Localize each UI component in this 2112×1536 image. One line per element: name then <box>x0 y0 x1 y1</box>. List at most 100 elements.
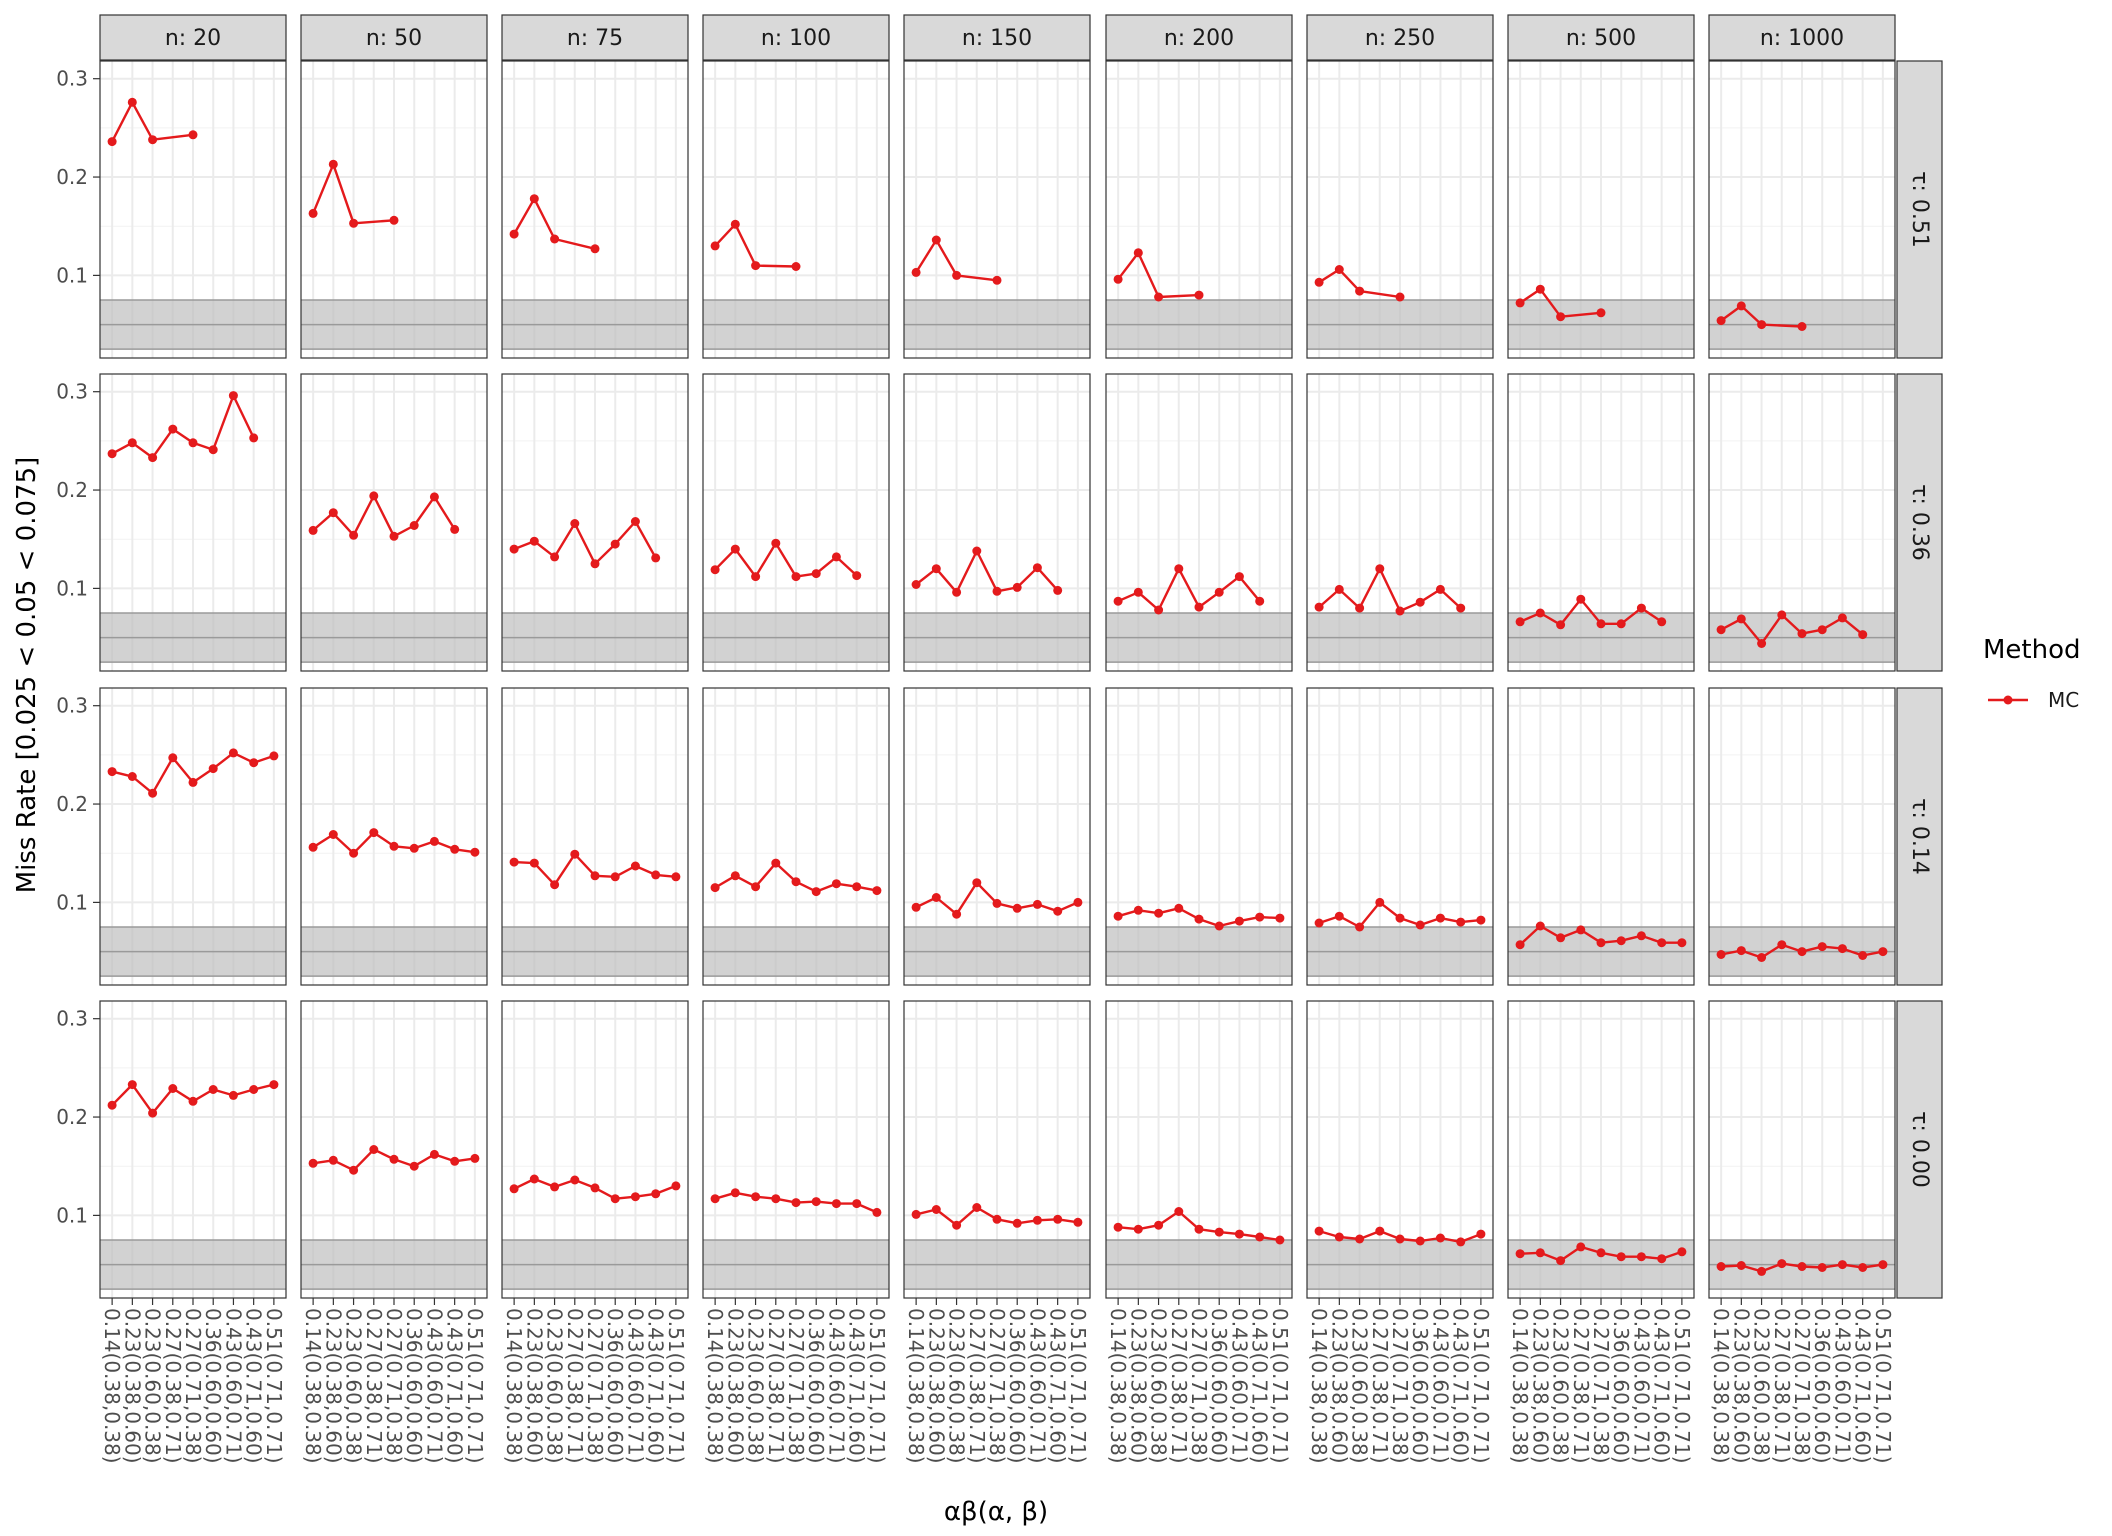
data-point <box>831 552 841 562</box>
data-point <box>730 1188 740 1198</box>
data-point <box>1133 248 1143 258</box>
data-point <box>148 135 158 145</box>
x-tick-label: 0.27(0.38,0.71) <box>1569 1308 1593 1464</box>
x-tick-label: 0.27(0.71,0.38) <box>382 1308 406 1464</box>
x-tick-label: 0.51(0.71,0.71) <box>1469 1308 1493 1464</box>
panel-border <box>903 687 1091 986</box>
x-tick-label: 0.27(0.38,0.71) <box>764 1308 788 1464</box>
data-point <box>509 857 519 867</box>
x-tick-label: 0.23(0.38,0.60) <box>522 1308 546 1464</box>
column-strip-label: n: 50 <box>366 26 422 51</box>
x-tick-label: 0.36(0.60,0.60) <box>1810 1308 1834 1464</box>
data-point <box>107 137 117 147</box>
data-point <box>1556 1256 1566 1266</box>
x-tick-label: 0.14(0.38,0.38) <box>1709 1308 1733 1464</box>
data-point <box>1657 617 1667 627</box>
data-point <box>509 229 519 239</box>
x-tick-label: 0.27(0.38,0.71) <box>1167 1308 1191 1464</box>
panel-border <box>300 687 488 986</box>
series-line-mc <box>312 494 456 538</box>
x-tick-label: 0.23(0.60,0.38) <box>141 1308 165 1464</box>
data-point <box>1535 608 1545 618</box>
series-line-mc <box>513 197 596 250</box>
x-tick-label: 0.43(0.60,0.71) <box>824 1308 848 1464</box>
x-tick-label: 0.36(0.60,0.60) <box>1408 1308 1432 1464</box>
data-point <box>389 215 399 225</box>
data-point <box>168 424 178 434</box>
series-line-mc <box>915 549 1059 594</box>
x-tick-label: 0.27(0.71,0.38) <box>1187 1308 1211 1464</box>
data-point <box>1012 903 1022 913</box>
data-point <box>952 909 962 919</box>
data-point <box>228 1090 238 1100</box>
x-tick-label: 0.43(0.60,0.71) <box>1830 1308 1854 1464</box>
data-point <box>1032 563 1042 573</box>
x-tick-label: 0.27(0.71,0.38) <box>1388 1308 1412 1464</box>
data-point <box>1677 1247 1687 1257</box>
x-tick-label: 0.27(0.71,0.38) <box>1589 1308 1613 1464</box>
data-point <box>992 898 1002 908</box>
panel <box>1507 687 1695 986</box>
data-point <box>791 1198 801 1208</box>
panel <box>99 1000 287 1299</box>
panel <box>501 1000 689 1299</box>
data-point <box>389 531 399 541</box>
x-tick-label: 0.23(0.38,0.60) <box>1729 1308 1753 1464</box>
x-tick-label: 0.43(0.60,0.71) <box>1629 1308 1653 1464</box>
data-point <box>1757 639 1767 648</box>
data-point <box>429 836 439 846</box>
x-tick-label: 0.27(0.71,0.38) <box>1790 1308 1814 1464</box>
data-point <box>1375 564 1385 574</box>
data-point <box>1657 938 1667 948</box>
data-point <box>1817 625 1827 635</box>
data-point <box>1234 1229 1244 1239</box>
panel-border <box>702 687 890 986</box>
x-tick-label: 0.27(0.71,0.38) <box>784 1308 808 1464</box>
data-point <box>610 1194 620 1204</box>
series-line-mc <box>311 163 395 225</box>
data-point <box>791 877 801 887</box>
data-point <box>529 1174 539 1184</box>
data-point <box>1596 1248 1606 1258</box>
panel-border <box>1708 60 1896 359</box>
column-strip-label: n: 100 <box>761 26 831 51</box>
data-point <box>1757 953 1767 962</box>
y-tick-label: 0.2 <box>56 1105 88 1129</box>
x-tick-label: 0.43(0.60,0.71) <box>623 1308 647 1464</box>
data-point <box>1113 911 1123 921</box>
data-point <box>470 1153 480 1163</box>
column-strip-label: n: 75 <box>567 26 623 51</box>
data-point <box>651 553 661 563</box>
data-point <box>409 1161 419 1171</box>
data-point <box>389 1154 399 1164</box>
data-point <box>1515 617 1525 627</box>
data-point <box>1556 620 1566 630</box>
data-point <box>1154 908 1164 918</box>
data-point <box>590 559 600 569</box>
column-strip <box>1507 14 1695 61</box>
data-point <box>1275 913 1285 923</box>
data-point <box>269 751 279 761</box>
data-point <box>771 858 781 868</box>
data-point <box>1334 584 1344 594</box>
x-tick-label: 0.51(0.71,0.71) <box>1066 1308 1090 1464</box>
data-point <box>630 517 640 526</box>
panel <box>300 60 488 359</box>
data-point <box>550 234 560 244</box>
panel-border <box>1105 60 1293 359</box>
panel-border <box>300 373 488 672</box>
data-point <box>1797 947 1807 957</box>
data-point <box>127 438 137 448</box>
data-point <box>1797 1262 1807 1271</box>
x-tick-label: 0.51(0.71,0.71) <box>262 1308 286 1464</box>
x-tick-label: 0.23(0.38,0.60) <box>321 1308 345 1464</box>
column-strip-label: n: 20 <box>165 26 221 51</box>
y-tick-label: 0.1 <box>56 1203 88 1227</box>
data-point <box>1636 931 1646 941</box>
x-tick-label: 0.36(0.60,0.60) <box>804 1308 828 1464</box>
data-point <box>1777 1259 1787 1269</box>
data-point <box>1355 286 1365 296</box>
data-point <box>1334 265 1344 274</box>
x-tick-label: 0.23(0.60,0.38) <box>1549 1308 1573 1464</box>
panel <box>702 373 890 672</box>
